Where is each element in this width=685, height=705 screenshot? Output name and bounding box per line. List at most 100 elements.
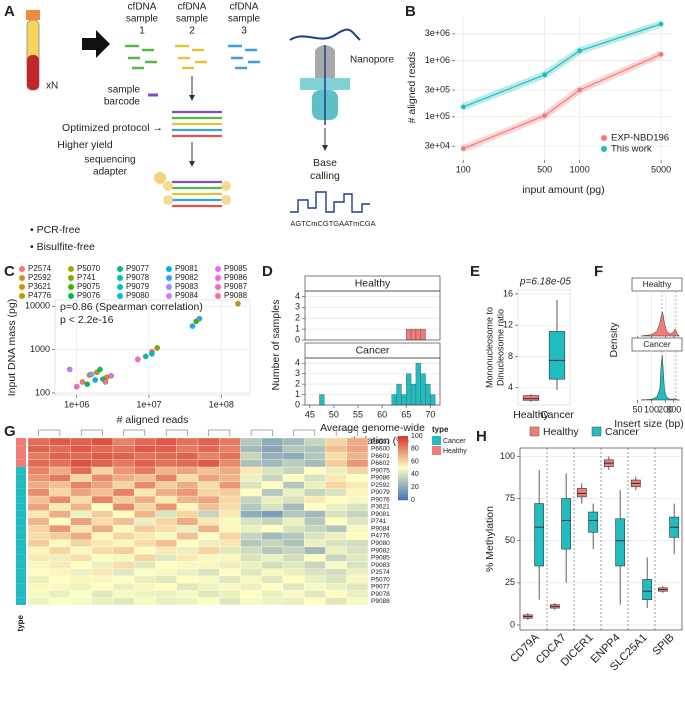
row-label: P9080 bbox=[371, 540, 390, 547]
heat-cell bbox=[112, 539, 135, 548]
heat-cell bbox=[91, 517, 114, 526]
facet-strip bbox=[631, 277, 683, 292]
heat-cell bbox=[91, 583, 114, 591]
box bbox=[642, 579, 653, 600]
colorbar-step bbox=[398, 436, 408, 438]
point bbox=[97, 366, 103, 373]
heat-cell bbox=[197, 517, 220, 526]
bar bbox=[425, 383, 431, 406]
heat-cell bbox=[261, 539, 284, 548]
legend-label: P9078 bbox=[126, 273, 150, 282]
heat-cell bbox=[112, 590, 135, 598]
heat-cell bbox=[27, 546, 50, 555]
feature: • Bisulfite-free bbox=[30, 241, 95, 253]
heat-cell bbox=[134, 481, 156, 489]
x-tick-label: Cancer bbox=[540, 409, 574, 421]
point bbox=[460, 104, 466, 110]
y-tick-label: 16 bbox=[503, 288, 513, 298]
fragments bbox=[125, 44, 260, 70]
heat-cell bbox=[282, 437, 305, 446]
colorbar-step bbox=[398, 487, 408, 490]
x-tick-label: 200 bbox=[658, 404, 673, 414]
heat-cell bbox=[70, 583, 92, 591]
heat-cell bbox=[91, 554, 114, 562]
heat-cell bbox=[325, 532, 347, 540]
heat-cell bbox=[240, 583, 262, 591]
heat-cell bbox=[27, 510, 50, 519]
heat-cell bbox=[219, 568, 241, 577]
heat-cell bbox=[49, 452, 71, 460]
box bbox=[548, 331, 566, 380]
colorbar-step bbox=[398, 442, 408, 445]
row-label: P9077 bbox=[371, 584, 390, 591]
heat-cell bbox=[70, 437, 92, 446]
heat-cell bbox=[304, 510, 326, 519]
y-tick-label: 1 bbox=[295, 323, 300, 333]
heat-cell bbox=[240, 597, 262, 606]
facet-label: Cancer bbox=[643, 339, 671, 349]
panel-label: A bbox=[4, 3, 15, 20]
heat-cell bbox=[27, 503, 50, 511]
x-tick-label: 60 bbox=[377, 409, 387, 419]
colorbar-step bbox=[398, 440, 408, 443]
x-tick-label: 1e+08 bbox=[209, 399, 234, 409]
point bbox=[149, 351, 155, 357]
heat-cell bbox=[70, 546, 92, 555]
colorbar-step bbox=[398, 495, 408, 498]
heat-cell bbox=[346, 568, 369, 577]
heat-cell bbox=[176, 474, 199, 482]
heat-cell bbox=[304, 474, 326, 482]
heat-cell bbox=[240, 539, 262, 548]
heat-cell bbox=[70, 495, 92, 504]
bar bbox=[406, 373, 412, 406]
heat-cell bbox=[155, 459, 177, 468]
heat-cell bbox=[261, 561, 284, 569]
heat-cell bbox=[155, 597, 177, 606]
heat-cell bbox=[155, 488, 177, 497]
bar bbox=[401, 394, 407, 406]
heat-cell bbox=[219, 561, 241, 569]
heat-cell bbox=[155, 575, 177, 584]
heat-cell bbox=[134, 488, 156, 497]
colorbar-step bbox=[398, 479, 408, 482]
heat-cell bbox=[134, 546, 156, 555]
x-label: # aligned reads bbox=[117, 414, 189, 426]
heat-cell bbox=[49, 466, 71, 475]
heat-cell bbox=[49, 495, 71, 504]
heat-cell bbox=[197, 488, 220, 497]
heat-cell bbox=[176, 568, 199, 577]
point bbox=[189, 323, 196, 329]
heat-cell bbox=[282, 546, 305, 555]
row-label: P2592 bbox=[371, 482, 390, 489]
dendrogram bbox=[208, 429, 231, 436]
barcode-label: sample bbox=[108, 85, 141, 96]
heat-cell bbox=[261, 532, 284, 540]
heat-cell bbox=[219, 583, 241, 591]
y-label: Input DNA mass (pg) bbox=[6, 299, 18, 396]
x-tick-label: 50 bbox=[329, 409, 339, 419]
heat-cell bbox=[304, 437, 326, 446]
heat-cell bbox=[325, 554, 347, 562]
y-tick-label: 3 bbox=[295, 302, 300, 312]
heat-cell bbox=[261, 488, 284, 497]
annotation: p=6.18e-05 bbox=[519, 277, 571, 288]
heat-cell bbox=[261, 503, 284, 511]
heat-cell bbox=[70, 503, 92, 511]
row-type bbox=[16, 438, 26, 446]
density-area bbox=[641, 354, 680, 401]
legend-swatch bbox=[591, 426, 602, 437]
heat-cell bbox=[240, 554, 262, 562]
sample-text: cfDNA bbox=[128, 2, 157, 13]
row-label: P9079 bbox=[371, 489, 390, 496]
heat-cell bbox=[282, 445, 305, 453]
heat-cell bbox=[70, 445, 92, 453]
heat-cell bbox=[304, 481, 326, 489]
heat-cell bbox=[112, 495, 135, 504]
heat-cell bbox=[325, 445, 347, 453]
heat-cell bbox=[304, 590, 326, 598]
heat-cell bbox=[219, 510, 241, 519]
colorbar-step bbox=[398, 480, 408, 483]
y-tick-label: 50 bbox=[505, 535, 515, 545]
y-label: % Methylation bbox=[484, 506, 496, 572]
